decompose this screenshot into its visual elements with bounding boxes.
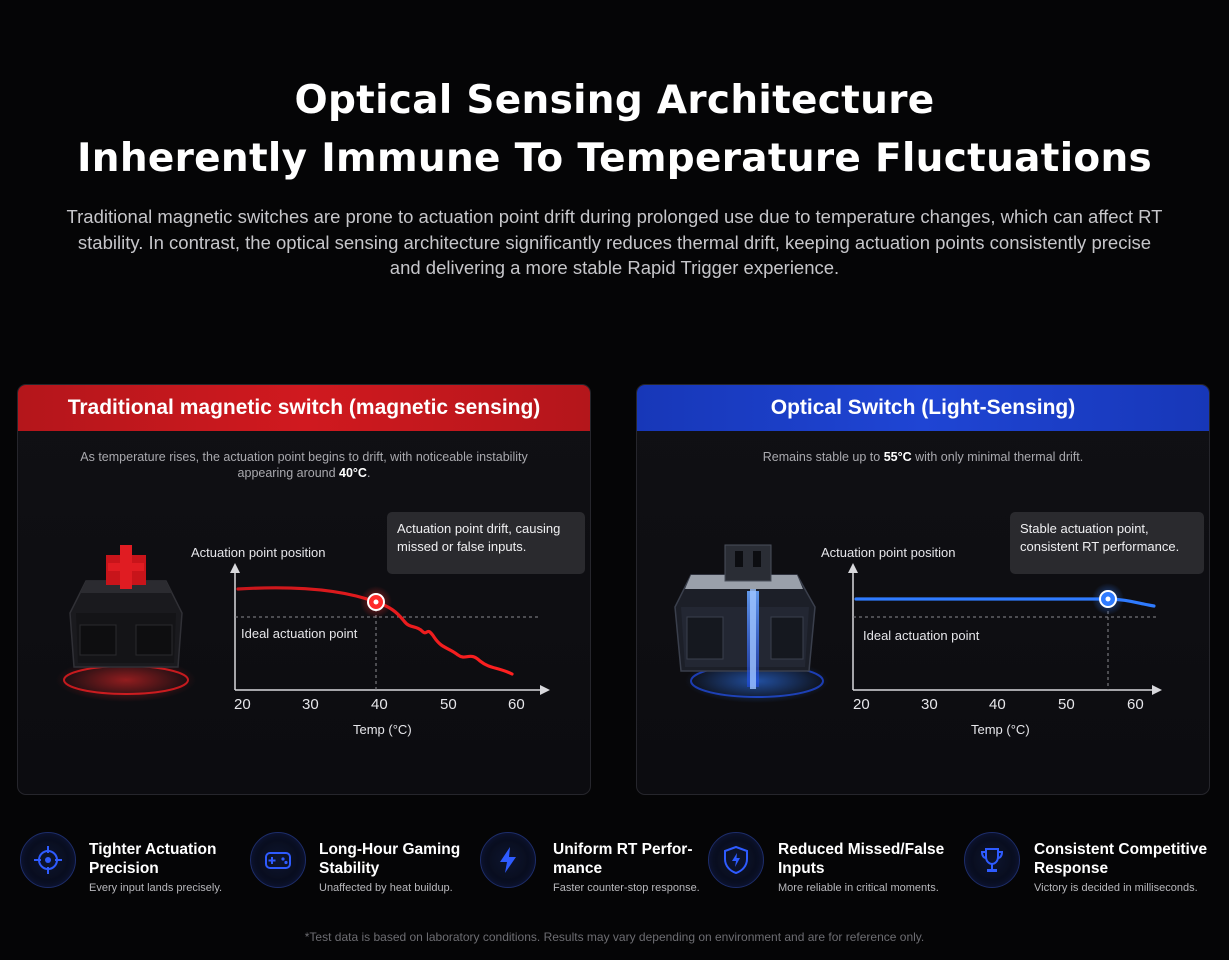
feature-item-precision: Tighter Actuation Precision Every input … [20,830,245,900]
feature-title: Reduced Missed/False Inputs [778,841,945,877]
optical-tick-50: 50 [1058,696,1075,713]
feature-title: Uniform RT Perfor-mance [553,841,693,877]
gamepad-icon [250,832,306,888]
magnetic-tick-20: 20 [234,696,251,713]
feature-item-rt: Uniform RT Perfor-mance Faster counter-s… [480,830,705,900]
magnetic-desc-end: . [366,466,371,480]
optical-y-axis-label: Actuation point position [821,545,956,560]
optical-callout: Stable actuation point, consistent RT pe… [1010,512,1204,574]
optical-tick-20: 20 [853,696,870,713]
optical-tick-40: 40 [989,696,1006,713]
optical-ideal-label: Ideal actuation point [863,628,980,643]
optical-tick-60: 60 [1127,696,1144,713]
optical-x-axis-label: Temp (°C) [971,722,1030,737]
shield-icon [708,832,764,888]
magnetic-y-axis-label: Actuation point position [191,545,326,560]
crosshair-icon [20,832,76,888]
magnetic-x-axis-label: Temp (°C) [353,722,412,737]
feature-row: Tighter Actuation Precision Every input … [0,830,1229,900]
feature-title: Consistent Competitive Response [1034,841,1208,877]
magnetic-chart [56,545,550,702]
optical-chart [674,544,1162,703]
feature-title: Long-Hour Gaming Stability [319,841,461,877]
optical-desc-highlight: 55°C [883,450,912,464]
optical-panel-description: Remains stable up to 55°C with only mini… [677,449,1169,465]
trophy-icon [964,832,1020,888]
page-title-line-2: Inherently Immune To Temperature Fluctua… [76,136,1153,181]
feature-title: Tighter Actuation Precision [89,841,217,877]
magnetic-ideal-label: Ideal actuation point [241,626,358,641]
magnetic-switch-illustration [56,545,196,702]
magnetic-desc-text: As temperature rises, the actuation poin… [80,450,528,480]
optical-switch-panel: Optical Switch (Light-Sensing) Remains s… [636,384,1210,795]
optical-desc-end: with only minimal thermal drift. [911,450,1084,464]
optical-panel-heading: Optical Switch (Light-Sensing) [637,385,1209,431]
magnetic-callout: Actuation point drift, causing missed or… [387,512,585,574]
magnetic-panel-description: As temperature rises, the actuation poin… [58,449,550,481]
lightning-icon [480,832,536,888]
magnetic-switch-panel: Traditional magnetic switch (magnetic se… [17,384,591,795]
optical-desc-text: Remains stable up to [762,450,884,464]
magnetic-panel-heading: Traditional magnetic switch (magnetic se… [18,385,590,431]
feature-desc: More reliable in critical moments. [778,882,939,894]
page-title-line-1: Optical Sensing Architecture [294,78,935,123]
feature-desc: Victory is decided in milliseconds. [1034,882,1198,894]
magnetic-tick-60: 60 [508,696,525,713]
magnetic-desc-highlight: 40°C [339,466,367,480]
feature-item-stability: Long-Hour Gaming Stability Unaffected by… [250,830,475,900]
feature-item-reliability: Reduced Missed/False Inputs More reliabl… [708,830,958,900]
feature-desc: Every input lands precisely. [89,882,223,894]
optical-tick-30: 30 [921,696,938,713]
magnetic-tick-40: 40 [371,696,388,713]
feature-desc: Faster counter-stop response. [553,882,700,894]
footnote: *Test data is based on laboratory condit… [304,930,925,944]
feature-desc: Unaffected by heat buildup. [319,882,453,894]
magnetic-tick-30: 30 [302,696,319,713]
intro-paragraph: Traditional magnetic switches are prone … [66,206,1163,278]
feature-item-competitive: Consistent Competitive Response Victory … [964,830,1224,900]
optical-switch-illustration [674,544,829,703]
magnetic-tick-50: 50 [440,696,457,713]
